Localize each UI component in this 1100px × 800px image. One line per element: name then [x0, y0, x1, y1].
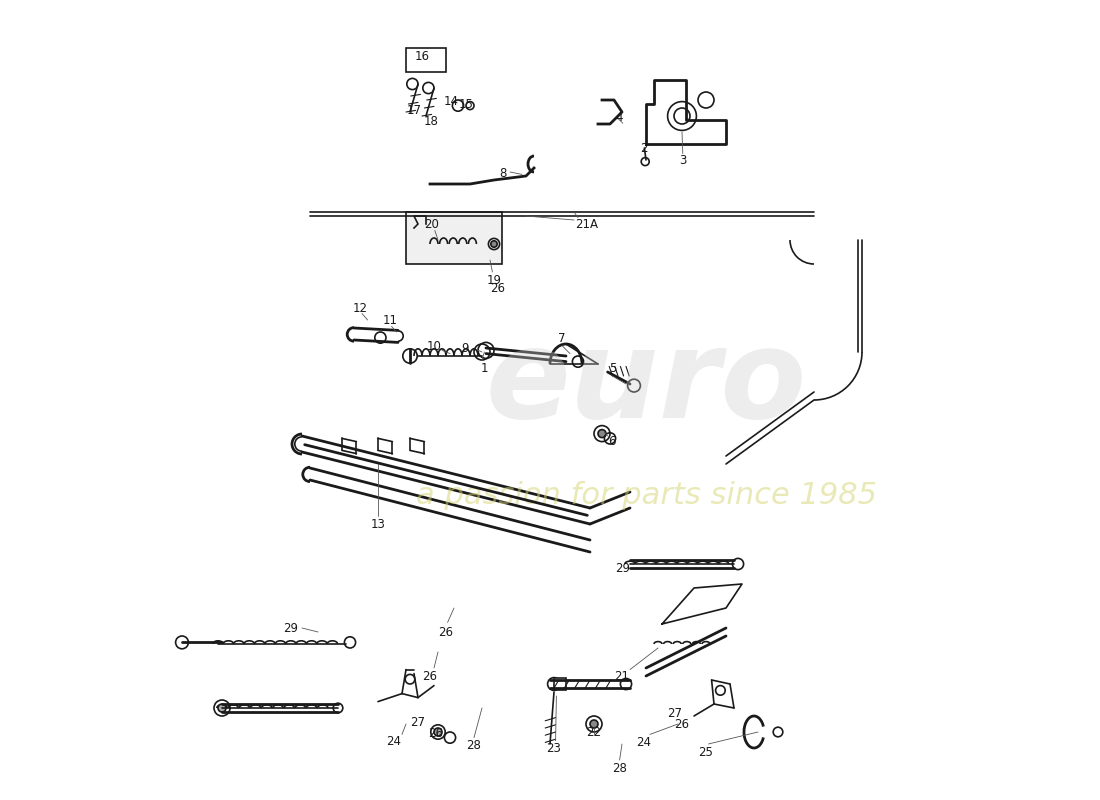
Text: 23: 23: [547, 742, 561, 754]
Circle shape: [491, 241, 497, 247]
Text: 2: 2: [640, 142, 647, 154]
Bar: [406, 212, 502, 264]
Text: 28: 28: [466, 739, 482, 752]
Text: 4: 4: [616, 111, 624, 124]
Text: 25: 25: [698, 746, 714, 758]
Text: 21A: 21A: [575, 218, 598, 230]
Text: 16: 16: [415, 50, 429, 62]
Text: 17: 17: [407, 104, 421, 117]
Text: 28: 28: [613, 762, 627, 774]
Text: 3: 3: [679, 154, 686, 166]
Text: 21: 21: [615, 670, 629, 682]
Text: 10: 10: [427, 340, 441, 353]
Text: a passion for parts since 1985: a passion for parts since 1985: [416, 482, 877, 510]
Text: 19: 19: [486, 274, 502, 286]
Circle shape: [218, 704, 226, 712]
Text: 26: 26: [439, 626, 453, 638]
Text: 11: 11: [383, 314, 397, 326]
Text: 12: 12: [353, 302, 367, 314]
Text: 14: 14: [444, 95, 459, 108]
Text: 24: 24: [386, 735, 402, 748]
Text: 27: 27: [668, 707, 682, 720]
Text: 26: 26: [490, 282, 505, 294]
Text: 5: 5: [608, 362, 616, 374]
Circle shape: [434, 728, 442, 736]
Text: euro: euro: [485, 323, 806, 445]
Text: 29: 29: [284, 622, 298, 634]
Text: 18: 18: [425, 115, 439, 128]
Text: 1: 1: [481, 362, 488, 374]
Text: 7: 7: [558, 332, 565, 345]
Text: 27: 27: [410, 716, 426, 729]
Text: 26: 26: [428, 727, 443, 740]
Text: 13: 13: [371, 518, 385, 530]
Text: 8: 8: [499, 167, 506, 180]
Text: 29: 29: [615, 562, 630, 574]
Circle shape: [590, 720, 598, 728]
Text: 26: 26: [422, 670, 438, 682]
Text: 22: 22: [586, 726, 602, 738]
Text: 20: 20: [425, 218, 439, 230]
Bar: [406, 48, 446, 72]
Text: 15: 15: [459, 98, 473, 110]
Circle shape: [598, 430, 606, 438]
Text: 24: 24: [636, 736, 651, 749]
Text: 6: 6: [608, 435, 615, 448]
Text: 26: 26: [674, 718, 690, 730]
Text: 9: 9: [462, 342, 469, 354]
Bar: [554, 678, 566, 690]
